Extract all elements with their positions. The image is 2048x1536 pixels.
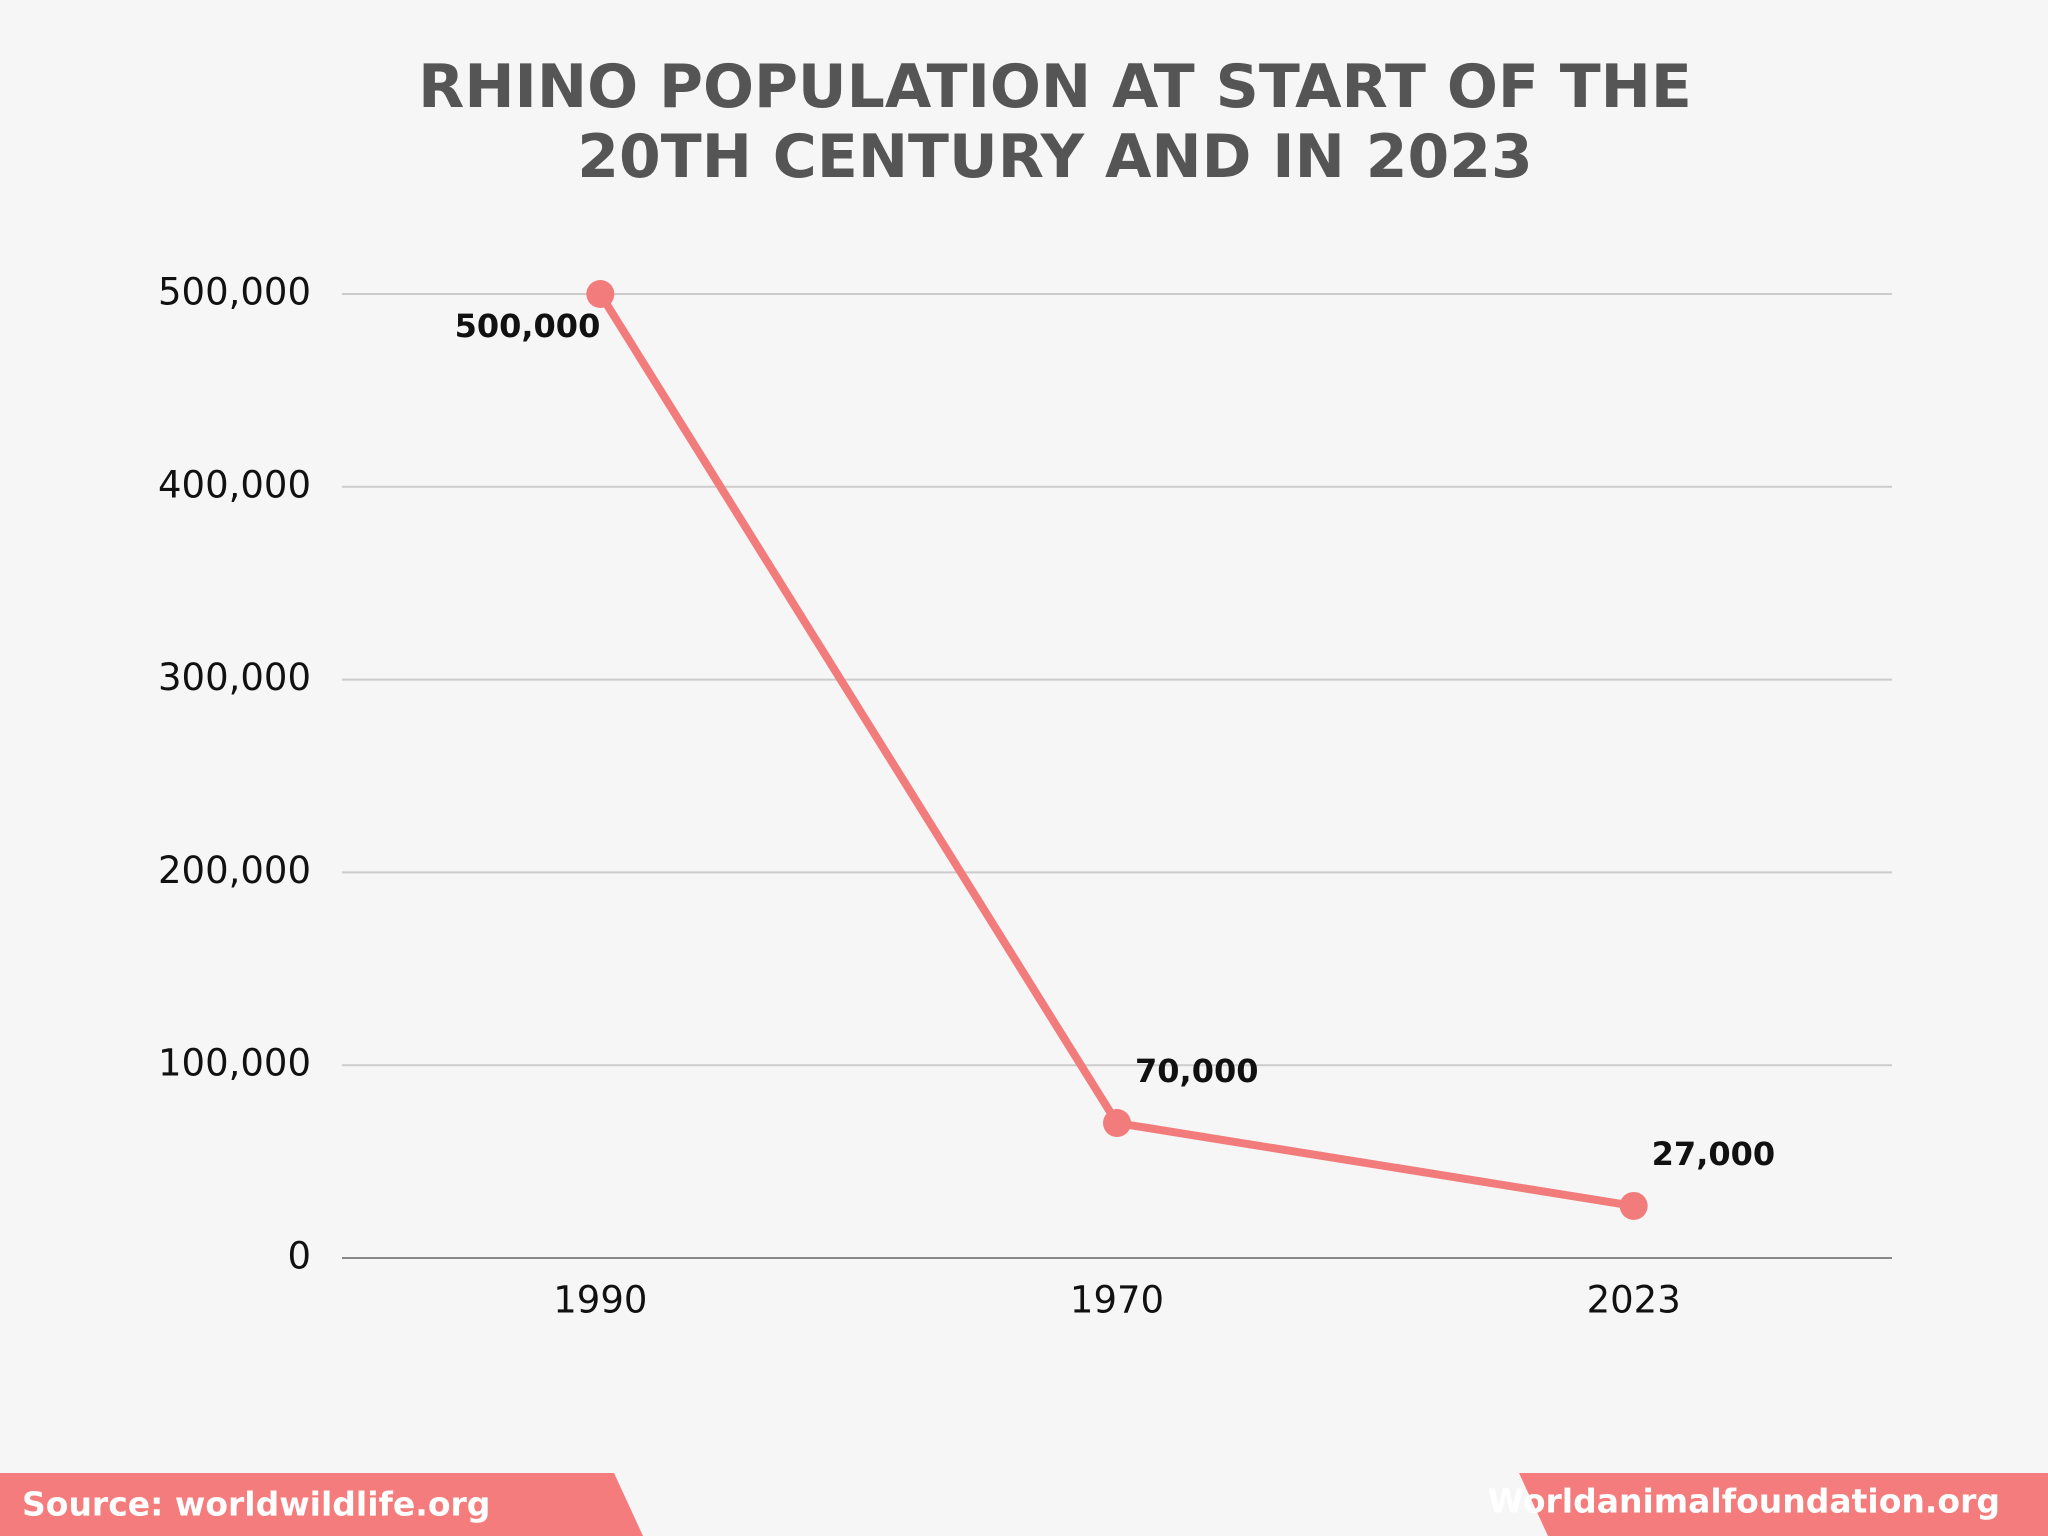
line <box>596 291 1635 1210</box>
source: Source: worldwildlife.org <box>22 1485 490 1524</box>
marker <box>1103 1109 1131 1138</box>
marker <box>586 280 615 308</box>
y-tick-label: 400,000 <box>158 463 311 506</box>
value-label: 27,000 <box>1652 1135 1775 1173</box>
y-tick-label: 500,000 <box>158 271 311 314</box>
y-tick-label: 0 <box>287 1235 311 1278</box>
value-label: 70,000 <box>1135 1052 1258 1090</box>
credit-band <box>1519 1473 2048 1536</box>
x-tick-label: 2023 <box>1587 1279 1681 1322</box>
source-band <box>0 1473 643 1536</box>
x-tick-label: 1990 <box>553 1279 647 1322</box>
x-tick-label: 1970 <box>1070 1279 1164 1322</box>
y-tick-label: 100,000 <box>158 1042 311 1085</box>
y-tick-label: 200,000 <box>158 849 311 892</box>
value-label: 500,000 <box>455 307 601 345</box>
credit: Worldanimalfoundation.org <box>1488 1482 2000 1521</box>
marker <box>1619 1191 1648 1220</box>
y-tick-label: 300,000 <box>158 656 311 699</box>
chart-title: RHINO POPULATION AT START OF THE 20TH CE… <box>418 52 1692 192</box>
